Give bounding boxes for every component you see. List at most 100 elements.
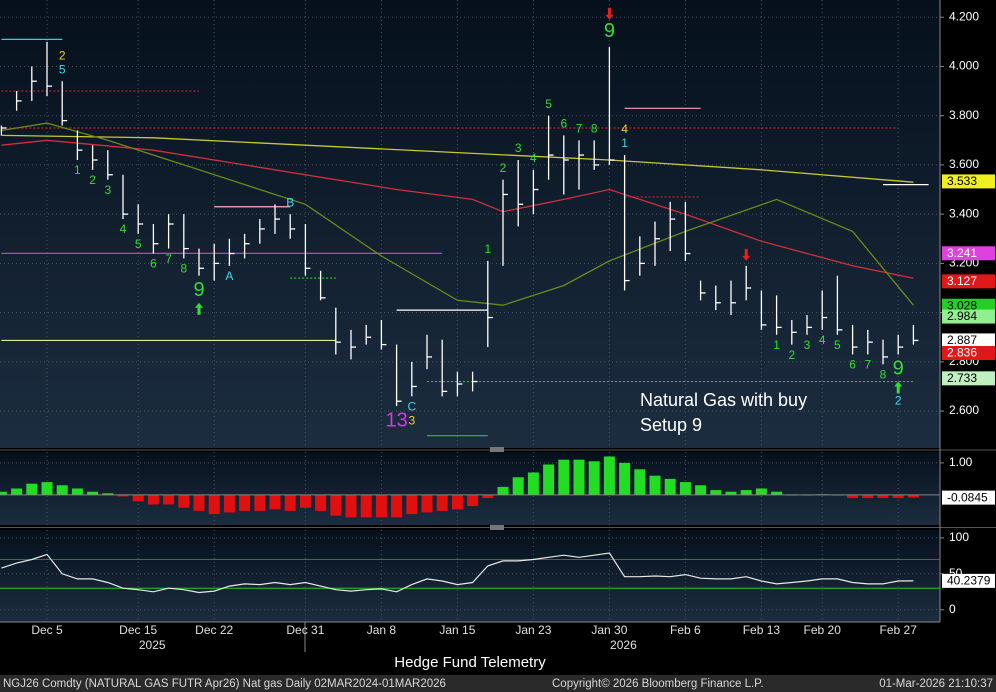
footer-bar — [0, 675, 996, 692]
histogram-panel — [0, 452, 940, 525]
y-tick-label: 4.000 — [949, 59, 979, 73]
histogram-bar — [345, 494, 357, 518]
x-tick-label: Jan 23 — [515, 623, 551, 637]
x-tick-label: Jan 15 — [439, 623, 475, 637]
setup-count: 7 — [864, 358, 871, 372]
histogram-bar — [847, 494, 859, 499]
histogram-bar — [603, 456, 615, 495]
setup-count: 4 — [621, 122, 628, 136]
histogram-bar — [421, 494, 433, 513]
setup-count: 9 — [893, 358, 904, 380]
value-box — [942, 371, 995, 386]
histogram-bar — [512, 477, 524, 495]
setup-count: B — [286, 195, 294, 209]
x-tick-label: Feb 6 — [670, 623, 701, 637]
setup-count: 2 — [788, 348, 795, 362]
year-label: 2025 — [139, 638, 166, 652]
histogram-bar — [132, 494, 144, 502]
histogram-bar — [679, 482, 691, 495]
histogram-bar — [619, 462, 631, 495]
histogram-bar — [254, 494, 266, 511]
setup-count: 6 — [560, 117, 567, 131]
moving-average — [1, 122, 914, 306]
histogram-bar — [877, 494, 889, 499]
histogram-bar — [573, 459, 585, 495]
year-label: 2026 — [610, 638, 637, 652]
moving-average — [1, 134, 914, 183]
value-box-label: 3.127 — [947, 274, 977, 288]
histogram-bar — [391, 494, 403, 518]
histogram-bar — [375, 494, 387, 518]
histogram-bar — [527, 472, 539, 495]
setup-count: 1 — [484, 242, 491, 256]
footer-right: 01-Mar-2026 21:10:37 — [879, 678, 993, 690]
y-tick-label: 1.00 — [949, 455, 973, 469]
value-box — [942, 573, 995, 588]
value-box-label: 2.887 — [947, 333, 977, 347]
value-box-label: -0.0845 — [947, 490, 988, 504]
histogram-bar — [755, 488, 767, 495]
histogram-bar — [634, 469, 646, 495]
histogram-bar — [102, 493, 114, 495]
value-box-label: 2.984 — [947, 309, 977, 323]
setup-count: 3 — [804, 338, 811, 352]
x-tick-label: Dec 22 — [195, 623, 233, 637]
y-tick-label: 0 — [949, 602, 956, 616]
setup-count: 4 — [120, 222, 127, 236]
setup-count: 2 — [500, 161, 507, 175]
setup-count: 6 — [150, 257, 157, 271]
setup-count: 1 — [773, 338, 780, 352]
value-box — [942, 345, 995, 360]
histogram-bar — [451, 494, 463, 510]
setup-count: 8 — [591, 121, 598, 135]
setup-count: 1 — [74, 163, 81, 177]
x-tick-label: Dec 5 — [31, 623, 63, 637]
signal-arrow — [894, 381, 903, 394]
value-box — [942, 309, 995, 324]
value-box-label: 3.533 — [947, 174, 977, 188]
histogram-bar — [299, 494, 311, 508]
histogram-bar — [284, 494, 296, 511]
y-tick-label: 3.400 — [949, 206, 979, 220]
setup-count: 2 — [59, 48, 66, 62]
x-tick-label: Jan 8 — [367, 623, 397, 637]
histogram-bar — [163, 494, 175, 505]
histogram-bar — [771, 491, 783, 495]
histogram-bar — [26, 483, 38, 495]
panel-handle — [490, 525, 504, 530]
histogram-bar — [543, 464, 555, 495]
histogram-bar — [406, 494, 418, 515]
value-box-label: 2.733 — [947, 371, 977, 385]
histogram-bar — [269, 494, 281, 510]
value-box-label: 3.241 — [947, 246, 977, 260]
histogram-bar — [740, 490, 752, 495]
x-tick-label: Feb 13 — [743, 623, 781, 637]
setup-count: 5 — [834, 338, 841, 352]
value-box-label: 40.2379 — [947, 574, 991, 588]
setup-count: 9 — [193, 279, 204, 301]
caption: Hedge Fund Telemetry — [394, 654, 546, 671]
x-tick-label: Jan 30 — [591, 623, 627, 637]
histogram-bar — [330, 494, 342, 516]
footer-left: NGJ26 Comdty (NATURAL GAS FUTR Apr26) Na… — [3, 678, 446, 690]
setup-count: A — [225, 269, 233, 283]
setup-count: 2 — [89, 173, 96, 187]
oscillator-line — [1, 552, 914, 594]
histogram-bar — [41, 482, 53, 495]
footer-center: Copyright© 2026 Bloomberg Finance L.P. — [552, 678, 764, 690]
oscillator-panel — [0, 530, 940, 622]
x-tick-label: Feb 20 — [804, 623, 842, 637]
chart-note: Natural Gas with buy — [640, 390, 807, 410]
setup-count: C — [407, 399, 416, 413]
signal-arrow — [742, 248, 751, 261]
setup-count: 1 — [621, 136, 628, 150]
y-tick-label: 3.800 — [949, 108, 979, 122]
price-panel — [0, 0, 940, 448]
setup-count: 5 — [545, 97, 552, 111]
setup-count: 13 — [385, 409, 407, 431]
histogram-bar — [208, 494, 220, 515]
chart-note: Setup 9 — [640, 415, 702, 435]
moving-average — [1, 139, 914, 279]
value-box — [942, 298, 995, 313]
